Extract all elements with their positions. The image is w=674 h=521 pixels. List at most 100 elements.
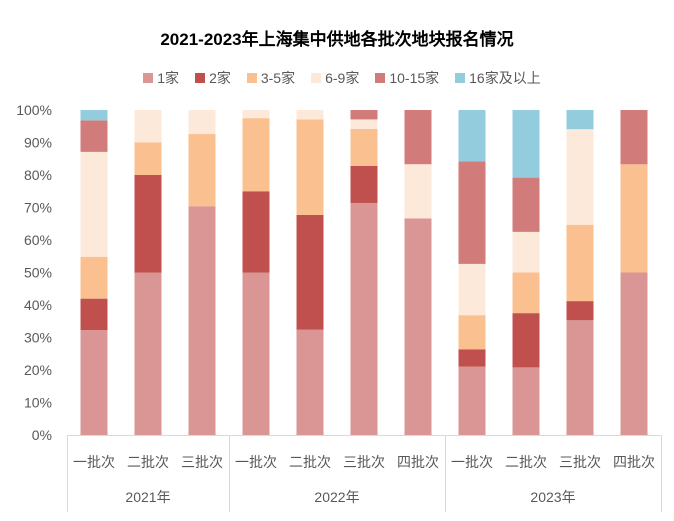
legend-swatch [375,73,386,83]
bar-segment-8-6 [458,110,486,162]
y-tick-label: 50% [24,265,52,281]
x-category-label: 三批次 [181,454,223,470]
bar-segment-9-4 [512,231,540,273]
stacked-bar-3 [188,110,216,435]
bar-segment-6-2 [350,165,378,203]
bars [80,110,648,435]
bar-segment-5-1 [296,329,324,435]
bar-segment-2-2 [134,175,162,273]
stacked-bar-10 [566,110,594,435]
legend-swatch [195,73,206,83]
x-group-label: 2022年 [314,489,359,505]
bar-segment-10-6 [566,110,594,130]
stacked-bar-9 [512,110,540,435]
stacked-bar-6 [350,110,378,435]
bar-segment-4-2 [242,191,270,273]
bar-segment-2-4 [134,110,162,143]
bar-segment-1-1 [80,330,108,435]
bar-segment-6-4 [350,119,378,129]
y-tick-label: 40% [24,297,52,313]
x-category-label: 一批次 [73,454,115,470]
legend-item-4: 6-9家 [311,69,359,87]
y-tick-label: 20% [24,362,52,378]
legend-swatch [455,73,466,83]
stacked-bar-4 [242,110,270,435]
bar-segment-4-3 [242,118,270,192]
bar-segment-3-4 [188,110,216,135]
bar-segment-11-3 [620,164,648,273]
legend-label: 1家 [157,70,180,86]
bar-segment-10-1 [566,320,594,435]
bar-segment-1-5 [80,120,108,152]
y-tick-label: 80% [24,167,52,183]
x-category-label: 四批次 [397,454,439,470]
stacked-bar-8 [458,110,486,435]
bar-segment-2-1 [134,272,162,435]
legend-label: 3-5家 [260,70,296,86]
legend-item-5: 10-15家 [375,69,439,87]
bar-segment-8-2 [458,349,486,367]
stacked-bar-2 [134,110,162,435]
axes: 0%10%20%30%40%50%60%70%80%90%100%一批次 二批次三… [16,102,662,512]
y-tick-label: 90% [24,135,52,151]
bar-segment-3-1 [188,206,216,435]
x-category-label: 三批次 [343,454,385,470]
y-tick-label: 60% [24,232,52,248]
bar-segment-3-3 [188,134,216,207]
bar-segment-6-1 [350,202,378,435]
legend-swatch [246,73,257,83]
bar-segment-8-3 [458,315,486,350]
bar-segment-7-1 [404,218,432,435]
stacked-bar-11 [620,110,648,435]
x-category-label: 一批次 [235,454,277,470]
bar-segment-2-3 [134,142,162,175]
legend-item-2: 2家 [195,69,231,87]
bar-segment-4-4 [242,110,270,119]
stacked-bar-1 [80,110,108,435]
legend-swatch [143,73,154,83]
bar-segment-11-1 [620,272,648,435]
bar-segment-11-5 [620,110,648,165]
stacked-bar-7 [404,110,432,435]
x-category-label: 二批次 [127,454,169,470]
y-tick-label: 70% [24,200,52,216]
bar-segment-5-3 [296,119,324,215]
legend-label: 10-15家 [389,70,440,86]
bar-segment-10-2 [566,301,594,321]
legend-label: 6-9家 [325,70,360,86]
y-tick-label: 10% [24,395,52,411]
bar-segment-7-5 [404,110,432,165]
legend-item-3: 3-5家 [246,69,296,87]
bar-segment-9-1 [512,367,540,435]
bar-segment-1-4 [80,151,108,257]
legend-item-1: 1家 [143,69,179,87]
legend-item-6: 16家及以上 [455,69,541,87]
bar-segment-6-3 [350,128,378,166]
stacked-bar-5 [296,110,324,435]
legend-label: 2家 [209,70,231,86]
bar-segment-8-1 [458,366,486,435]
y-tick-label: 30% [24,330,52,346]
bar-segment-9-5 [512,177,540,232]
x-group-label: 2023年 [530,489,575,505]
y-tick-label: 0% [32,427,52,443]
bar-segment-7-4 [404,164,432,219]
bar-segment-5-2 [296,214,324,330]
bar-segment-8-5 [458,161,486,264]
x-group-label: 2021年 [125,489,170,505]
legend: 1家 2家 3-5家 6-9家 10-15家 16家及以上 [10,69,674,87]
bar-segment-6-5 [350,110,378,120]
bar-segment-9-6 [512,110,540,178]
y-tick-label: 100% [16,102,52,118]
x-category-label: 二批次 [505,454,547,470]
bar-segment-5-4 [296,110,324,120]
x-category-label: 四批次 [613,454,655,470]
bar-segment-10-3 [566,224,594,302]
legend-swatch [311,73,322,83]
bar-segment-10-4 [566,129,594,225]
bar-segment-8-4 [458,263,486,316]
chart-title: 2021-2023年上海集中供地各批次地块报名情况 [160,30,514,49]
bar-segment-4-1 [242,272,270,435]
